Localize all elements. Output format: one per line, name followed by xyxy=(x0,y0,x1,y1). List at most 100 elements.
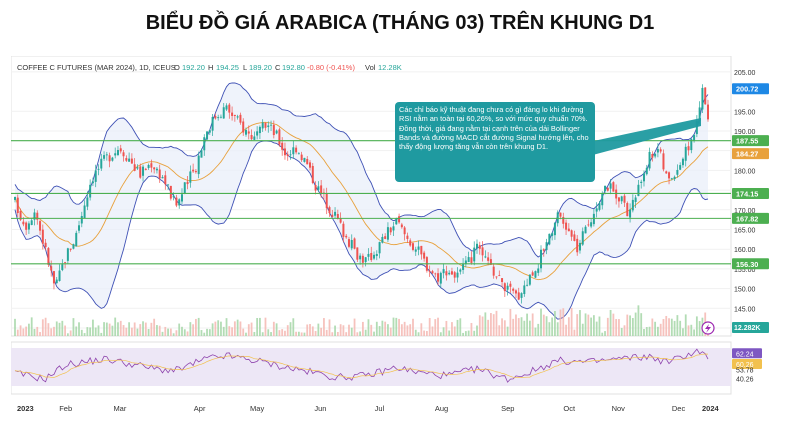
volume-bar xyxy=(381,320,384,336)
candle-body xyxy=(381,236,384,243)
volume-bar xyxy=(261,332,264,336)
candle-body xyxy=(94,170,97,182)
volume-bar xyxy=(548,322,551,336)
candle-body xyxy=(665,171,668,174)
rsi-signal-line xyxy=(14,353,709,379)
candle-body xyxy=(345,235,348,238)
volume-bar xyxy=(314,331,317,336)
candle-body xyxy=(69,248,72,250)
y-axis: 205.00195.00190.00185.00180.00175.00170.… xyxy=(734,70,756,333)
bollinger-lower xyxy=(14,140,709,320)
candle-body xyxy=(409,240,412,246)
volume-bar xyxy=(442,327,445,336)
volume-bar xyxy=(169,328,172,336)
candle-body xyxy=(370,252,373,261)
candle-body xyxy=(629,209,632,218)
candle-body xyxy=(350,240,353,249)
volume-bar xyxy=(559,309,562,336)
candle-body xyxy=(578,242,581,251)
volume-bar xyxy=(462,332,464,336)
price-badge xyxy=(732,83,769,95)
volume-bar xyxy=(587,314,590,336)
volume-bar xyxy=(100,332,103,336)
candle-body xyxy=(33,212,36,220)
candle-body xyxy=(52,271,55,284)
volume-bar xyxy=(309,324,311,336)
rsi-line xyxy=(14,348,709,383)
volume-bar xyxy=(222,326,225,336)
candle-body xyxy=(681,158,684,166)
volume-badge-label: 12.282K xyxy=(734,325,760,332)
candle-body xyxy=(604,185,607,192)
annotation-text: Các chỉ báo kỹ thuật đang chưa có gì đán… xyxy=(399,105,589,152)
volume-bar xyxy=(181,326,183,336)
candle-body xyxy=(133,164,136,171)
candle-body xyxy=(501,278,504,283)
y-tick-label: 190.00 xyxy=(734,129,756,136)
candle-body xyxy=(481,247,484,256)
candle-body xyxy=(309,162,312,168)
candle-body xyxy=(598,203,601,210)
candle-body xyxy=(473,247,476,262)
candle-body xyxy=(105,154,108,156)
volume-bar xyxy=(506,326,509,336)
volume-bar xyxy=(467,330,470,336)
vol-value: 12.28K xyxy=(378,63,402,72)
volume-bar xyxy=(197,317,200,336)
candle-body xyxy=(50,266,53,271)
volume-bar xyxy=(53,326,55,336)
volume-bar xyxy=(437,317,439,336)
volume-bar xyxy=(456,319,459,336)
volume-bar xyxy=(395,317,398,336)
volume-bar xyxy=(36,326,39,336)
candle-body xyxy=(553,222,556,236)
candle-body xyxy=(645,167,648,175)
x-tick-label: Aug xyxy=(435,404,448,413)
volume-bar xyxy=(153,318,156,336)
volume-bar xyxy=(211,323,214,336)
candle-body xyxy=(495,276,498,278)
volume-bar xyxy=(451,322,453,336)
candle-body xyxy=(389,227,392,233)
candle-body xyxy=(640,181,643,184)
volume-bar xyxy=(55,321,58,336)
volume-bar xyxy=(581,323,584,336)
x-tick-label: Dec xyxy=(672,404,686,413)
volume-bar xyxy=(253,331,256,336)
candle-body xyxy=(289,154,292,156)
candle-body xyxy=(423,252,426,259)
volume-bar xyxy=(573,329,576,336)
o-value: 192.20 xyxy=(182,63,205,72)
volume-bar xyxy=(634,312,637,336)
volume-bar xyxy=(75,326,78,336)
volume-bar xyxy=(590,317,593,336)
volume-bar xyxy=(626,314,629,336)
candle-body xyxy=(693,134,696,141)
volume-bar xyxy=(651,318,654,336)
volume-bar xyxy=(414,329,417,336)
candle-body xyxy=(242,121,245,133)
annotation-callout: Các chỉ báo kỹ thuật đang chưa có gì đán… xyxy=(395,102,701,182)
volume-bar xyxy=(306,324,309,336)
x-tick-label: Apr xyxy=(194,404,206,413)
candle-body xyxy=(450,271,453,275)
volume-bar xyxy=(350,327,353,336)
candle-body xyxy=(400,224,403,228)
candle-body xyxy=(520,293,523,298)
volume-bar xyxy=(203,332,206,336)
price-badge xyxy=(732,258,769,270)
candle-body xyxy=(509,283,512,287)
candle-body xyxy=(66,248,69,261)
candle-body xyxy=(61,264,64,271)
candle-body xyxy=(103,155,106,159)
volume-bar xyxy=(459,318,462,336)
candle-body xyxy=(200,150,203,158)
volume-bar xyxy=(615,319,618,336)
volume-bar xyxy=(592,315,595,336)
bollinger-bands xyxy=(14,82,709,320)
candle-body xyxy=(631,199,634,211)
callout-pointer xyxy=(589,118,701,156)
candle-body xyxy=(359,255,362,260)
candle-body xyxy=(565,222,568,230)
